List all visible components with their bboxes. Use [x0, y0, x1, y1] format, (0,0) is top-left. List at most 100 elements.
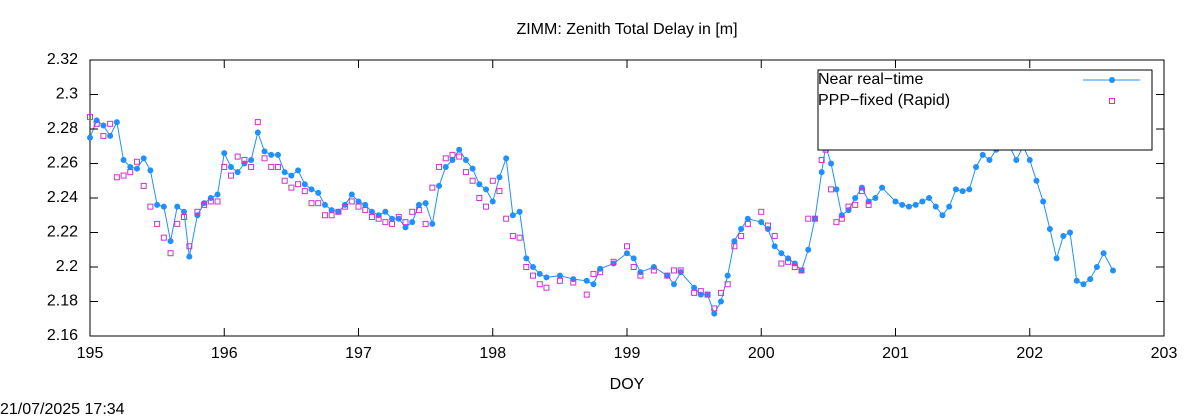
y-tick-label: 2.32: [47, 51, 78, 68]
point: [637, 269, 644, 276]
point: [409, 208, 416, 215]
point: [697, 291, 704, 298]
point: [442, 155, 449, 162]
y-tick-label: 2.28: [47, 120, 78, 137]
point: [818, 157, 825, 164]
point: [697, 288, 704, 295]
point: [503, 155, 510, 162]
point: [268, 151, 275, 158]
point: [828, 160, 835, 167]
legend-swatch: [1109, 77, 1115, 83]
point: [597, 269, 604, 276]
point: [959, 188, 966, 195]
point: [979, 151, 986, 158]
timestamp: 21/07/2025 17:34: [0, 401, 125, 418]
point: [194, 212, 201, 219]
point: [939, 212, 946, 219]
point: [724, 281, 731, 288]
point: [764, 226, 771, 233]
point: [811, 215, 818, 222]
point: [368, 208, 375, 215]
point: [248, 157, 255, 164]
point: [107, 120, 114, 127]
point: [382, 208, 389, 215]
point: [113, 174, 120, 181]
point: [288, 184, 295, 191]
point: [509, 212, 516, 219]
legend-label: PPP−fixed (Rapid): [818, 92, 950, 109]
y-tick-label: 2.22: [47, 224, 78, 241]
point: [583, 291, 590, 298]
point: [496, 188, 503, 195]
point: [892, 198, 899, 205]
point: [167, 250, 174, 257]
point: [664, 272, 671, 279]
point: [523, 264, 530, 270]
point: [1060, 232, 1067, 239]
point: [516, 208, 523, 215]
x-tick-label: 198: [479, 345, 506, 362]
point: [107, 132, 114, 139]
point: [744, 215, 751, 222]
point: [395, 215, 402, 222]
point: [234, 169, 241, 176]
point: [174, 220, 181, 227]
point: [1053, 255, 1060, 262]
point: [597, 265, 604, 272]
point: [382, 219, 389, 226]
point: [261, 148, 268, 155]
point: [879, 184, 886, 191]
point: [214, 191, 221, 198]
point: [833, 186, 840, 193]
point: [1080, 281, 1087, 288]
point: [214, 198, 221, 205]
point: [986, 157, 993, 164]
point: [845, 203, 852, 210]
point: [342, 201, 349, 208]
point: [483, 203, 490, 210]
point: [389, 220, 396, 227]
x-axis-label: DOY: [610, 376, 645, 393]
point: [758, 208, 765, 215]
point: [1100, 250, 1107, 257]
point: [261, 155, 268, 162]
point: [530, 272, 537, 279]
point: [711, 305, 718, 312]
point: [308, 200, 315, 207]
point: [186, 253, 193, 260]
point: [375, 212, 382, 219]
point: [828, 186, 835, 193]
legend-label: Near real−time: [818, 71, 923, 88]
point: [536, 270, 543, 277]
point: [791, 264, 798, 270]
point: [590, 281, 597, 288]
point: [395, 213, 402, 220]
point: [174, 203, 181, 210]
point: [362, 207, 369, 214]
point: [234, 153, 241, 160]
point: [133, 165, 140, 172]
point: [315, 189, 322, 196]
point: [355, 198, 362, 205]
point: [570, 279, 577, 286]
point: [281, 169, 288, 176]
point: [523, 255, 530, 262]
point: [556, 272, 563, 279]
point: [120, 172, 127, 179]
point: [147, 203, 154, 210]
x-tick-label: 197: [345, 345, 372, 362]
point: [677, 269, 684, 276]
point: [785, 255, 792, 262]
point: [160, 234, 167, 241]
point: [489, 177, 496, 184]
point: [805, 246, 812, 253]
point: [852, 201, 859, 208]
point: [858, 184, 865, 191]
point: [778, 260, 785, 267]
point: [1040, 198, 1047, 205]
point: [811, 215, 818, 222]
point: [301, 188, 308, 195]
point: [127, 163, 134, 170]
point: [93, 117, 100, 124]
